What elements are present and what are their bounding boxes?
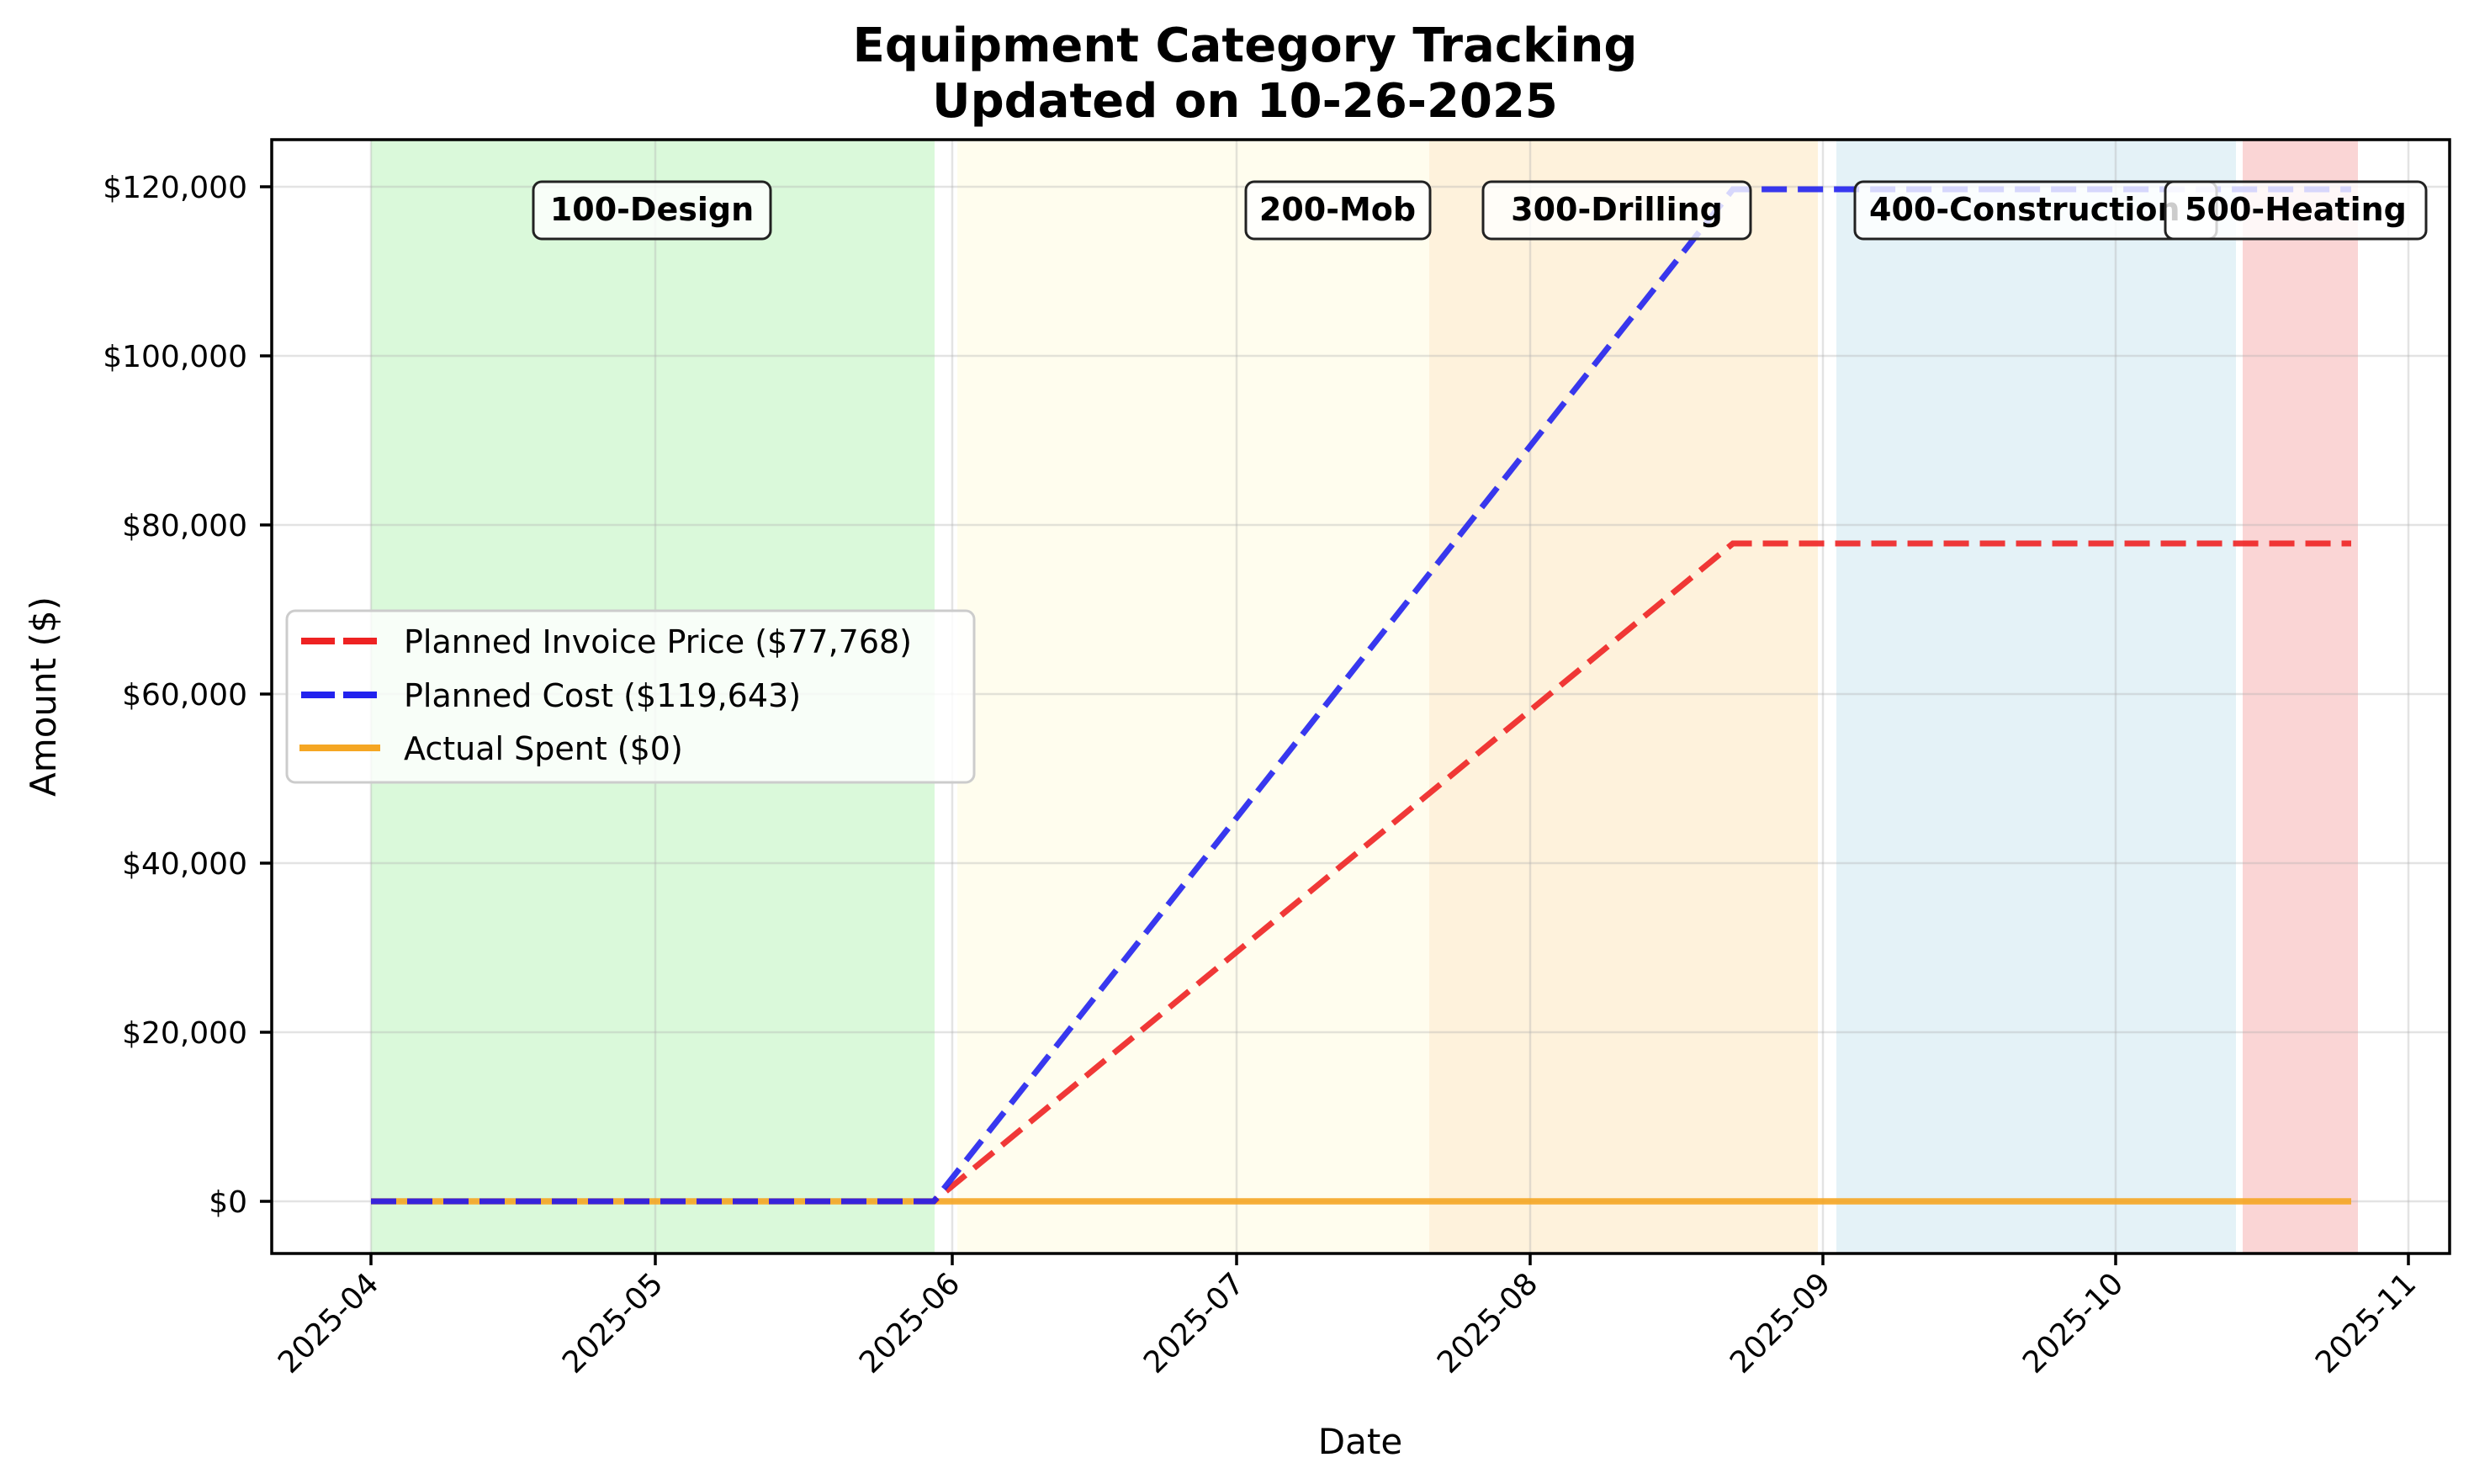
- svg-text:Planned Cost ($119,643): Planned Cost ($119,643): [404, 677, 801, 714]
- chart-title: Equipment Category Tracking Updated on 1…: [0, 19, 2490, 130]
- x-tick-label: 2025-11: [2309, 1266, 2423, 1380]
- phase-label-mob: 200-Mob: [1244, 180, 1432, 241]
- legend-item-planned-invoice-price: Planned Invoice Price ($77,768): [301, 623, 912, 660]
- legend-item-planned-cost: Planned Cost ($119,643): [301, 677, 801, 714]
- phase-band-drilling: [1429, 140, 1818, 1253]
- x-tick-label: 2025-08: [1431, 1266, 1544, 1380]
- y-tick-label: $0: [209, 1185, 247, 1220]
- svg-text:Planned Invoice Price ($77,768: Planned Invoice Price ($77,768): [404, 623, 912, 660]
- y-tick-label: $100,000: [103, 340, 247, 374]
- svg-text:500-Heating: 500-Heating: [2185, 191, 2407, 228]
- phase-label-drilling: 300-Drilling: [1481, 180, 1752, 241]
- svg-text:200-Mob: 200-Mob: [1259, 191, 1416, 228]
- svg-text:400-Construction: 400-Construction: [1869, 191, 2180, 228]
- y-tick-label: $80,000: [122, 509, 247, 543]
- phase-labels: 100-Design 200-Mob 300-Drilling 400-Cons…: [532, 180, 2428, 241]
- legend: Planned Invoice Price ($77,768) Planned …: [285, 609, 976, 784]
- chart-subtitle: Updated on 10-26-2025: [932, 74, 1558, 129]
- y-tick-label: $120,000: [103, 171, 247, 205]
- svg-text:300-Drilling: 300-Drilling: [1511, 191, 1723, 228]
- svg-text:100-Design: 100-Design: [550, 191, 754, 228]
- svg-text:Actual Spent ($0): Actual Spent ($0): [404, 730, 683, 767]
- y-axis-label: Amount ($): [23, 596, 64, 797]
- x-tick-label: 2025-06: [853, 1266, 967, 1380]
- x-tick-label: 2025-10: [2016, 1266, 2130, 1380]
- legend-item-actual-spent: Actual Spent ($0): [299, 730, 683, 767]
- phase-label-construction: 400-Construction: [1853, 180, 2218, 241]
- x-tick-label: 2025-04: [272, 1266, 385, 1380]
- phase-label-design: 100-Design: [532, 180, 772, 241]
- y-tick-label: $40,000: [122, 847, 247, 882]
- x-tick-label: 2025-05: [556, 1266, 670, 1380]
- phase-band-construction: [1836, 140, 2236, 1253]
- y-tick-label: $20,000: [122, 1016, 247, 1051]
- plot-frame: [270, 138, 2451, 1255]
- chart-title-main: Equipment Category Tracking: [852, 19, 1638, 73]
- series-lines: [371, 186, 2351, 1205]
- y-tick-label: $60,000: [122, 678, 247, 713]
- y-axis: $0 $20,000 $40,000 $60,000 $80,000 $100,…: [23, 171, 272, 1220]
- x-axis-label: Date: [1318, 1421, 1402, 1462]
- x-axis: 2025-04 2025-05 2025-06 2025-07 2025-08 …: [272, 1253, 2423, 1462]
- phase-label-heating: 500-Heating: [2164, 180, 2428, 241]
- phase-band-heating: [2243, 140, 2358, 1253]
- x-tick-label: 2025-09: [1724, 1266, 1837, 1380]
- x-tick-label: 2025-07: [1137, 1266, 1251, 1380]
- series-planned-cost: [371, 186, 2351, 1205]
